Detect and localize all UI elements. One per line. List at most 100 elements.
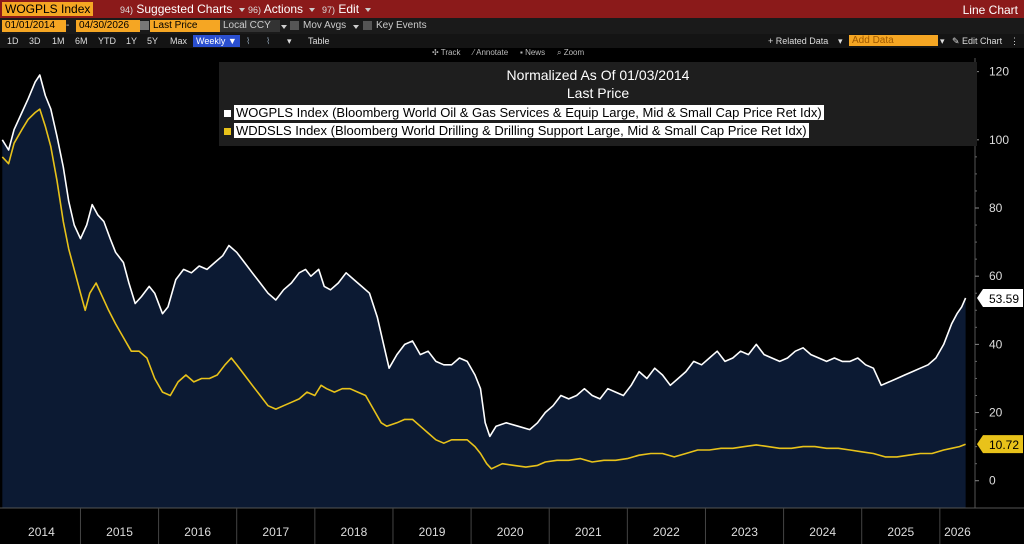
series-line-wddsls — [1, 108, 966, 470]
end-date-field[interactable]: 04/30/2026 — [76, 20, 140, 32]
frequency-select[interactable]: Weekly ▼ — [193, 35, 240, 47]
frequency-label: Weekly — [196, 36, 226, 46]
period-button-1m[interactable]: 1M — [52, 36, 65, 46]
legend-swatch-wddsls — [224, 128, 231, 136]
x-tick-label: 2024 — [809, 525, 836, 539]
x-tick-label: 2015 — [106, 525, 133, 539]
menu-label: Actions — [263, 2, 304, 16]
annotate-tool[interactable]: ⁄ Annotate — [473, 48, 509, 57]
add-data-input[interactable]: Add Data — [849, 35, 938, 46]
x-tick-label: 2014 — [28, 525, 55, 539]
chevron-down-icon[interactable]: ▾ — [838, 36, 843, 46]
x-tick-label: 2018 — [341, 525, 368, 539]
zoom-tool[interactable]: ⌕ Zoom — [557, 48, 585, 57]
last-value-labels: 53.59 10.72 — [977, 289, 1023, 454]
chart-subtitle: Last Price — [566, 85, 630, 101]
suggested-charts-menu[interactable]: 94) Suggested Charts — [120, 3, 245, 17]
x-tick-label: 2025 — [887, 525, 914, 539]
track-tool[interactable]: ✣ Track — [432, 48, 461, 57]
x-tick-label: 2017 — [262, 525, 289, 539]
ticker-field[interactable]: WOGPLS Index — [2, 2, 94, 16]
calendar-icon[interactable] — [140, 21, 149, 30]
price-field-select[interactable]: Last Price — [150, 20, 220, 32]
track-label: Track — [440, 48, 461, 57]
legend-swatch-wogpls — [224, 110, 231, 118]
x-axis: 2014 2015 2016 2017 2018 2019 2020 2021 2022 2023… — [0, 507, 1024, 544]
period-button-max[interactable]: Max — [170, 36, 188, 46]
line-style-icon[interactable]: ⌇ — [246, 36, 251, 46]
legend-label-wddsls: WDDSLS Index (Bloomberg World Drilling &… — [234, 123, 809, 138]
x-tick-label: 2016 — [184, 525, 211, 539]
period-button-1y[interactable]: 1Y — [126, 36, 138, 46]
edit-chart-label: Edit Chart — [962, 36, 1003, 46]
related-data-button[interactable]: + Related Data — [768, 36, 829, 46]
tools-toolbar: ✣ Track ⁄ Annotate ▪ News ⌕ Zoom — [0, 48, 1024, 58]
y-tick-label: 0 — [989, 474, 996, 488]
chevron-down-icon — [238, 7, 245, 12]
y-tick-label: 20 — [989, 406, 1003, 420]
period-button-3d[interactable]: 3D — [29, 36, 41, 46]
edit-menu[interactable]: 97) Edit — [322, 2, 372, 17]
more-options-icon[interactable]: ⋮ — [1010, 36, 1019, 46]
legend-entry-wddsls[interactable]: WDDSLS Index (Bloomberg World Drilling &… — [224, 123, 809, 139]
period-button-5y[interactable]: 5Y — [147, 36, 159, 46]
fkey-label: 94) — [120, 5, 134, 15]
menu-label: Edit — [338, 2, 360, 16]
chevron-down-icon[interactable]: ▾ — [287, 36, 292, 46]
x-tick-label: 2020 — [497, 525, 524, 539]
x-tick-label: 2023 — [731, 525, 758, 539]
actions-menu[interactable]: 96) Actions — [248, 2, 316, 17]
key-events-checkbox[interactable] — [363, 21, 372, 30]
menu-label: Suggested Charts — [136, 2, 233, 16]
x-tick-label: 2026 — [944, 525, 971, 539]
legend-entry-wogpls[interactable]: WOGPLS Index (Bloomberg World Oil & Gas … — [224, 105, 824, 121]
chevron-down-icon[interactable] — [353, 25, 359, 29]
zoom-label: Zoom — [563, 48, 585, 57]
last-value-label-wddsls: 10.72 — [989, 438, 1019, 452]
fkey-label: 96) — [248, 5, 262, 15]
chevron-down-icon[interactable] — [281, 25, 287, 29]
mov-avgs-label: Mov Avgs — [303, 20, 347, 31]
chart-area-fills — [2, 75, 966, 508]
chart-title: Normalized As Of 01/03/2014 — [506, 67, 690, 83]
line-chart[interactable]: 0 20 40 60 80 100 120 2014 2015 2016 2017 2018 2019… — [0, 58, 1024, 544]
chart-type-label: Line Chart — [962, 3, 1018, 17]
chevron-down-icon — [365, 7, 372, 12]
period-button-ytd[interactable]: YTD — [98, 36, 116, 46]
y-tick-label: 60 — [989, 269, 1003, 283]
title-toolbar: WOGPLS Index 94) Suggested Charts 96) Ac… — [0, 0, 1024, 18]
y-tick-label: 100 — [989, 133, 1009, 147]
parameters-toolbar: 01/01/2014 - 04/30/2026 Last Price Local… — [0, 18, 1024, 34]
period-button-1d[interactable]: 1D — [7, 36, 19, 46]
news-label: News — [525, 48, 546, 57]
key-events-label: Key Events — [376, 20, 427, 31]
y-axis: 0 20 40 60 80 100 120 — [974, 58, 1009, 508]
last-value-badge-wddsls — [977, 435, 1023, 454]
y-tick-label: 80 — [989, 201, 1003, 215]
chart-series-lines — [1, 74, 967, 470]
x-tick-label: 2021 — [575, 525, 602, 539]
edit-chart-button[interactable]: ✎ Edit Chart — [952, 36, 1003, 46]
chevron-down-icon — [309, 7, 316, 12]
last-value-label-wogpls: 53.59 — [989, 292, 1019, 306]
table-button[interactable]: Table — [308, 36, 330, 46]
x-tick-label: 2019 — [419, 525, 446, 539]
currency-select[interactable]: Local CCY — [220, 20, 280, 32]
mov-avgs-checkbox[interactable] — [290, 21, 299, 30]
x-tick-label: 2022 — [653, 525, 680, 539]
chart-style-icon[interactable]: ⌇ — [266, 36, 271, 46]
date-separator: - — [66, 20, 70, 31]
period-toolbar: 1D 3D 1M 6M YTD 1Y 5Y Max Weekly ▼ ⌇ ⌇ ▾… — [0, 34, 1024, 48]
start-date-field[interactable]: 01/01/2014 — [2, 20, 66, 32]
legend-label-wogpls: WOGPLS Index (Bloomberg World Oil & Gas … — [234, 105, 824, 120]
annotate-label: Annotate — [476, 48, 509, 57]
area-fill-wogpls — [2, 75, 966, 508]
y-tick-label: 40 — [989, 337, 1003, 351]
last-value-badge-wogpls — [977, 289, 1023, 308]
series-line-wogpls — [1, 74, 967, 438]
chevron-down-icon[interactable]: ▾ — [940, 36, 945, 46]
period-button-6m[interactable]: 6M — [75, 36, 88, 46]
fkey-label: 97) — [322, 5, 336, 15]
y-tick-label: 120 — [989, 65, 1009, 79]
news-tool[interactable]: ▪ News — [520, 48, 546, 57]
